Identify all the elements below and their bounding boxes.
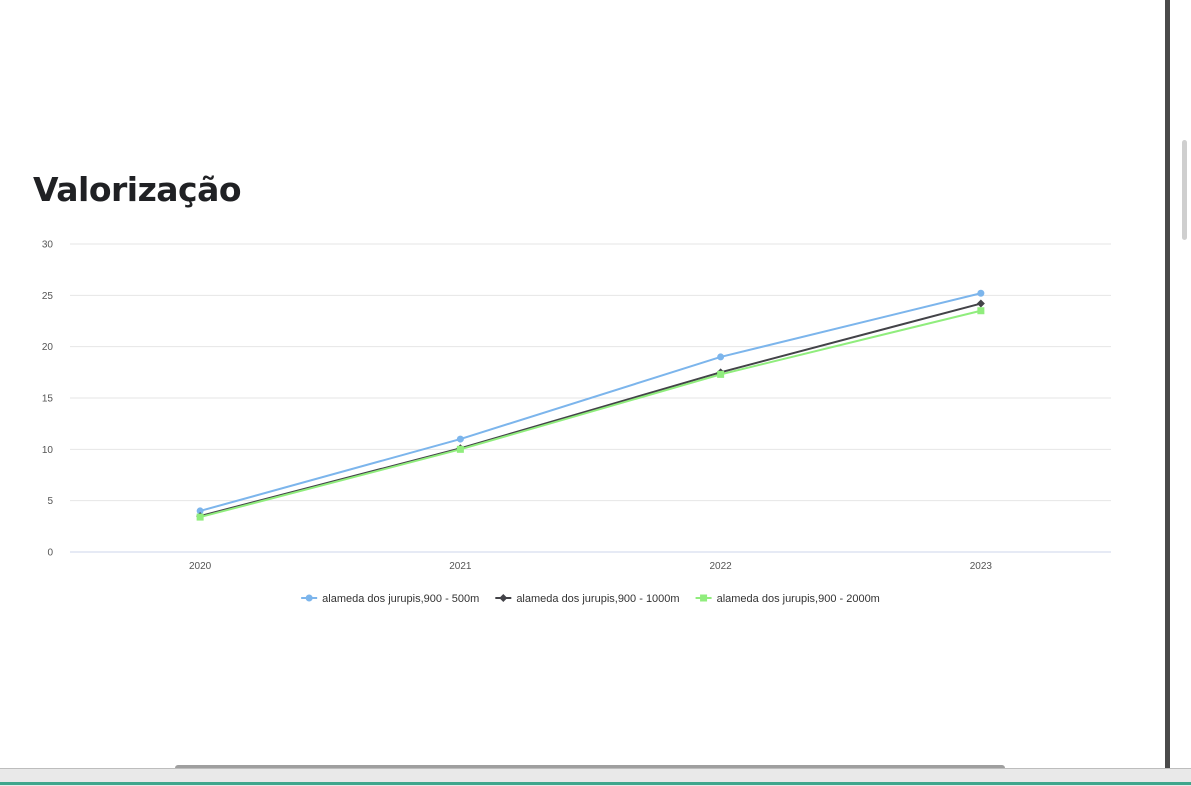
x-tick-label: 2023 <box>970 561 993 572</box>
legend-marker-1 <box>305 594 313 602</box>
data-point-series-3 <box>977 307 985 315</box>
y-tick-label: 25 <box>42 291 54 302</box>
legend-label-3: alameda dos jurupis,900 - 2000m <box>717 593 880 605</box>
x-tick-label: 2022 <box>710 561 733 572</box>
x-tick-label: 2021 <box>449 561 472 572</box>
data-point-series-3 <box>456 445 464 453</box>
window-divider <box>1165 0 1170 770</box>
data-point-series-1 <box>717 353 725 361</box>
series-line-2 <box>199 302 982 518</box>
data-point-series-3 <box>196 513 204 521</box>
valorizacao-line-chart: 0 5 10 15 20 25 30 2020 2021 2022 2023 alameda dos … <box>42 240 1111 605</box>
data-point-series-3 <box>717 370 725 378</box>
legend-label-1: alameda dos jurupis,900 - 500m <box>322 593 479 605</box>
series-line-3 <box>199 309 982 519</box>
bottom-strip <box>0 768 1191 786</box>
data-point-series-1 <box>977 289 985 297</box>
scrollbar-thumb[interactable] <box>1182 140 1187 240</box>
chart-title: Valorização <box>33 170 242 209</box>
page-canvas: Valorização 0 5 10 15 20 25 30 2020 2021 2022 2023… <box>33 170 1111 605</box>
y-tick-label: 5 <box>47 496 53 507</box>
x-tick-label: 2020 <box>189 561 212 572</box>
bottom-accent-bar <box>0 782 1191 785</box>
legend-marker-2 <box>499 594 508 602</box>
data-point-series-2 <box>976 299 985 308</box>
y-tick-label: 0 <box>47 548 53 559</box>
legend-label-2: alameda dos jurupis,900 - 1000m <box>516 593 679 605</box>
y-tick-label: 15 <box>42 394 54 405</box>
series-line-1 <box>199 292 982 512</box>
y-tick-label: 30 <box>42 240 54 251</box>
y-tick-label: 20 <box>42 342 54 353</box>
y-tick-label: 10 <box>42 445 54 456</box>
data-point-series-1 <box>196 507 204 515</box>
data-point-series-1 <box>456 435 464 443</box>
legend-marker-3 <box>700 594 708 602</box>
